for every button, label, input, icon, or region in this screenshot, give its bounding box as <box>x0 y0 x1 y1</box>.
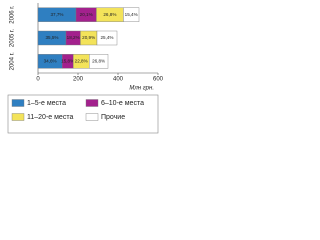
bar-label: 22,8% <box>75 59 88 64</box>
x-tick-label: 400 <box>113 77 124 83</box>
legend-swatch <box>85 113 99 121</box>
legend-label: 1–5-е места <box>27 100 66 107</box>
chart: Млн грн. 0 200 400 600 2004 г. 34,6% 15,8% 22,8… <box>7 3 164 134</box>
x-tick-label: 600 <box>153 77 164 83</box>
bar-segment <box>96 30 118 46</box>
y-tick-label: 2005 г. <box>10 29 16 47</box>
y-tick-label: 2004 г. <box>10 52 16 70</box>
bar-label: 18,2% <box>67 35 80 40</box>
bar-label: 26,8% <box>92 59 105 64</box>
bar-segment <box>123 7 140 22</box>
bar-label: 15,8% <box>61 59 74 64</box>
legend-label: 6–10-е места <box>101 100 144 107</box>
y-tick-label: 2006 г. <box>10 5 16 23</box>
bar-label: 25,4% <box>100 35 113 40</box>
x-axis-label: Млн грн. <box>129 86 154 92</box>
bar-label: 37,7% <box>50 12 63 17</box>
bar-label: 26,8% <box>103 12 116 17</box>
x-tick-label: 0 <box>36 77 40 83</box>
bar-label: 15,4% <box>125 12 138 17</box>
legend-swatch <box>11 113 25 121</box>
legend-label: Прочие <box>101 114 125 121</box>
bar-label: 34,6% <box>44 59 57 64</box>
legend-label: 11–20-е места <box>27 114 73 121</box>
legend-box <box>7 94 159 134</box>
bar-label: 20,9% <box>82 35 95 40</box>
bar-label: 20,1% <box>80 12 93 17</box>
legend-swatch <box>85 99 99 107</box>
bar-segment <box>88 54 109 69</box>
bar-label: 35,5% <box>45 35 58 40</box>
legend-swatch <box>11 99 25 107</box>
x-tick-label: 200 <box>73 77 84 83</box>
